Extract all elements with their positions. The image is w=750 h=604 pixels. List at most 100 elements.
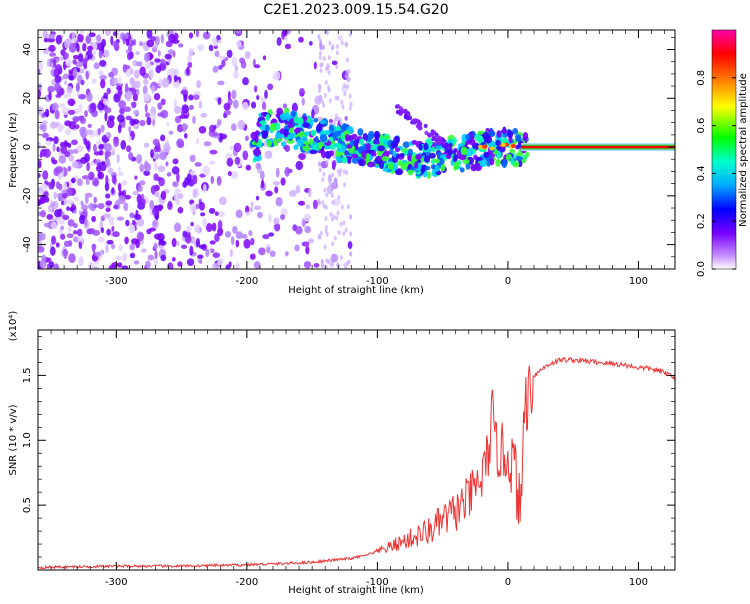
spectrogram-noise-cell [261, 101, 267, 111]
spectrogram-noise-cell [202, 183, 207, 194]
spectrogram-noise-cell [63, 181, 68, 190]
spectrogram-noise-cell [100, 227, 104, 234]
spectrogram-ridge-cell [398, 109, 403, 114]
spectrogram-noise-cell [171, 237, 177, 248]
spectrogram-noise-cell [244, 51, 251, 59]
spectrogram-noise-cell [231, 56, 238, 67]
spectrogram-noise-cell [38, 160, 42, 169]
spectrogram-x-ticks: -300 -200 -100 0 100 [50, 30, 665, 287]
spectrogram-ridge-cell [420, 166, 425, 174]
spectrogram-noise-cell [321, 99, 325, 105]
spectrogram-ridge-cell [373, 130, 381, 140]
spectrogram-noise-cell [67, 98, 76, 106]
spectrogram-ridge-cell [414, 161, 419, 169]
spectrogram-ridge-cell [341, 123, 348, 131]
spectrogram-noise-cell [217, 227, 224, 237]
spectrogram-ridge-cell [351, 133, 358, 140]
spectrogram-ridge-cell [428, 152, 436, 159]
spectrogram-noise-cell [342, 220, 346, 226]
snr-panel: -300 -200 -100 0 100 0.5 1.0 1.5 Height of str… [8, 311, 676, 596]
spectrogram-noise-cell [336, 262, 340, 268]
spectrogram-ridge-cell [273, 141, 279, 147]
snr-scale-label: (x10⁴) [8, 311, 19, 342]
spectrogram-noise-cell [274, 186, 279, 194]
spectrogram-noise-cell [135, 61, 143, 67]
spectrogram-noise-cell [336, 44, 340, 50]
spectrogram-noise-cell [173, 222, 182, 233]
spectrogram-marks [38, 30, 675, 269]
spectrogram-ridge-cell [328, 150, 335, 157]
spectrogram-noise-cell [318, 55, 322, 61]
spectrogram-noise-cell [115, 255, 122, 262]
spectrogram-ridge-cell [444, 146, 449, 151]
spectrogram-noise-cell [322, 203, 326, 209]
spectrogram-noise-cell [157, 50, 161, 57]
spectrogram-noise-cell [346, 204, 350, 210]
spectrogram-noise-cell [198, 201, 205, 211]
spectrogram-noise-cell [198, 258, 203, 264]
spectrogram-noise-cell [248, 230, 253, 237]
spectrogram-y-label: Frequency (Hz) [8, 112, 19, 188]
spectrogram-noise-cell [226, 49, 233, 58]
spectrogram-noise-cell [189, 170, 197, 176]
spectrogram-noise-cell [136, 217, 145, 227]
spectrogram-noise-cell [294, 244, 300, 252]
spectrogram-noise-cell [217, 257, 224, 266]
spectrogram-noise-cell [312, 199, 318, 210]
spectrogram-noise-cell [150, 148, 154, 158]
spectrogram-noise-cell [273, 70, 281, 81]
spectrogram-y-tick-label: -20 [22, 188, 33, 204]
spectrogram-noise-cell [83, 137, 88, 146]
spectrogram-noise-cell [54, 209, 62, 218]
spectrogram-noise-cell [128, 135, 132, 143]
spectrogram-noise-cell [273, 217, 280, 225]
spectrogram-noise-cell [132, 119, 140, 125]
spectrogram-ridge-cell [341, 156, 348, 164]
spectrogram-noise-cell [66, 85, 73, 94]
spectrogram-noise-cell [67, 165, 72, 172]
spectrogram-noise-cell [82, 42, 87, 52]
snr-x-label: Height of straight line (km) [288, 585, 424, 596]
spectrogram-noise-cell [38, 89, 42, 99]
spectrogram-ridge-cell [381, 156, 390, 162]
spectrogram-ridge-cell [371, 152, 377, 157]
spectrogram-noise-cell [136, 153, 143, 164]
spectrogram-noise-cell [130, 101, 137, 109]
spectrogram-noise-cell [161, 77, 170, 88]
spectrogram-noise-cell [73, 209, 77, 214]
spectrogram-noise-cell [173, 75, 178, 83]
spectrogram-x-tick-label: 100 [629, 276, 648, 287]
spectrogram-noise-cell [75, 61, 84, 68]
spectrogram-noise-cell [72, 230, 79, 235]
spectrogram-noise-cell [188, 32, 194, 39]
spectrogram-noise-cell [211, 222, 217, 232]
spectrogram-noise-cell [254, 64, 261, 69]
spectrogram-noise-cell [45, 108, 50, 118]
spectrogram-ridge-cell [347, 158, 352, 164]
snr-x-ticks: -300 -200 -100 0 100 [50, 330, 665, 588]
spectrogram-ridge-cell [448, 142, 453, 148]
spectrogram-noise-cell [60, 144, 68, 155]
spectrogram-noise-cell [79, 126, 87, 135]
spectrogram-noise-cell [88, 261, 95, 269]
spectrogram-noise-cell [151, 85, 155, 94]
spectrogram-noise-cell [339, 120, 343, 126]
spectrogram-noise-cell [139, 66, 146, 77]
spectrogram-noise-cell [335, 215, 339, 221]
spectrogram-noise-cell [46, 257, 52, 263]
spectrogram-noise-cell [41, 132, 49, 139]
spectrogram-y-tick-label: 40 [22, 43, 33, 56]
spectrogram-noise-cell [298, 36, 304, 43]
spectrogram-noise-cell [327, 55, 331, 61]
spectrogram-noise-cell [284, 166, 290, 177]
spectrogram-noise-cell [122, 252, 128, 262]
spectrogram-noise-cell [158, 205, 163, 212]
spectrogram-ridge-cell [426, 171, 431, 180]
spectrogram-noise-cell [260, 179, 265, 189]
spectrogram-noise-cell [214, 50, 220, 58]
spectrogram-noise-cell [195, 30, 200, 38]
spectrogram-noise-cell [72, 59, 77, 65]
spectrogram-noise-cell [66, 233, 74, 239]
spectrogram-noise-cell [52, 58, 57, 68]
spectrogram-noise-cell [212, 252, 221, 259]
